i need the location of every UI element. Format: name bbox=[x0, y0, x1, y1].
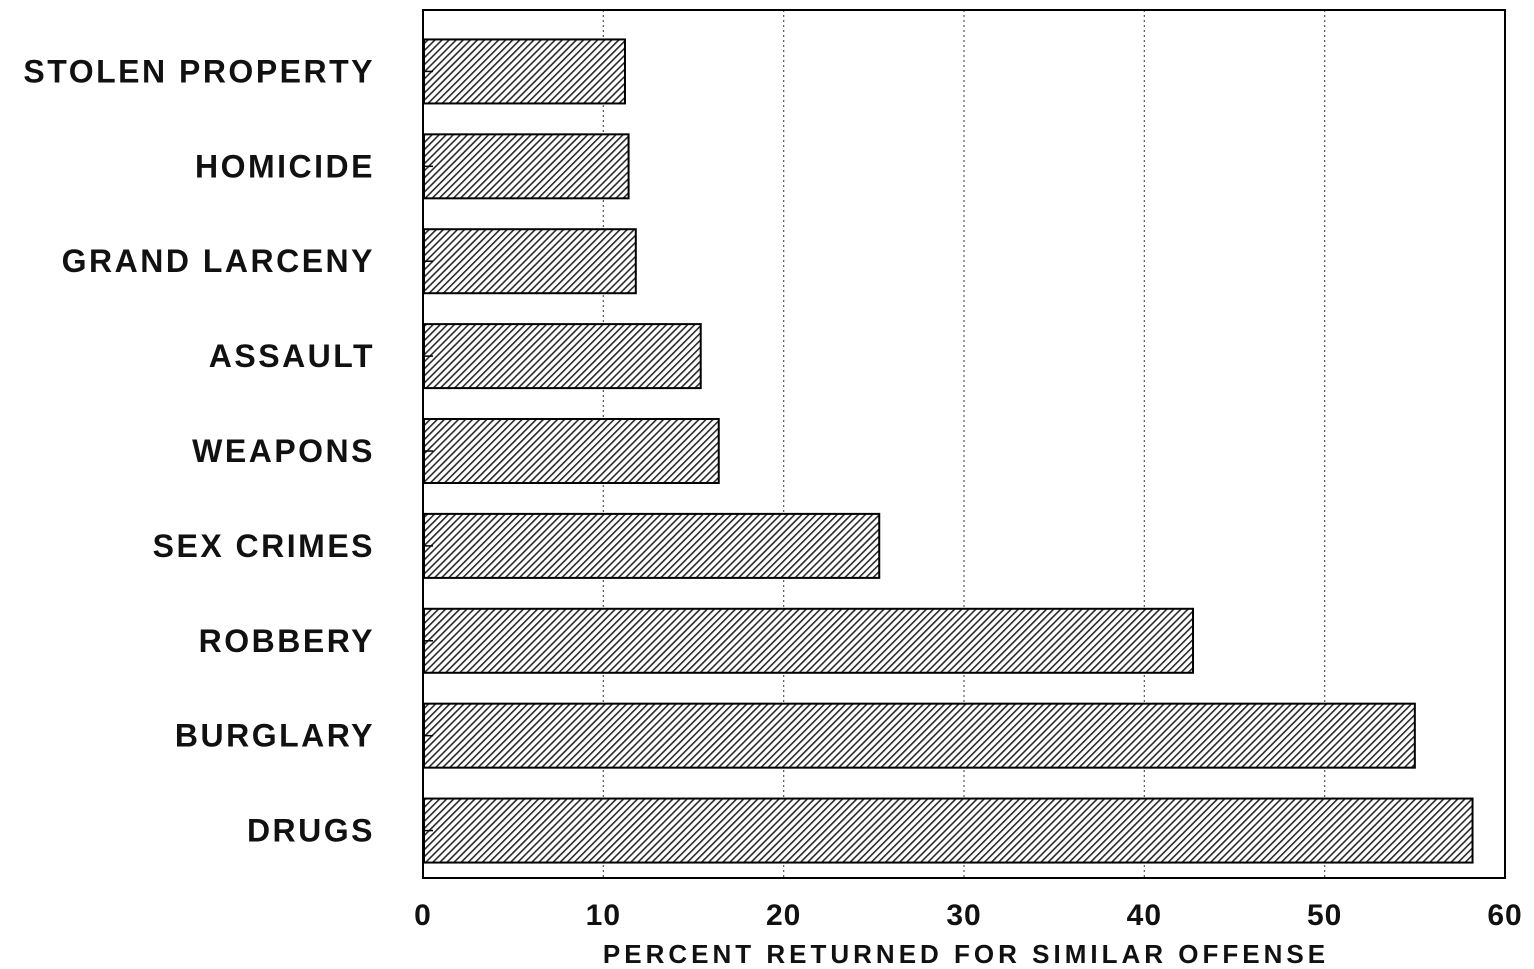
category-label-stolen-property: STOLEN PROPERTY bbox=[23, 53, 375, 89]
category-label-sex-crimes: SEX CRIMES bbox=[153, 528, 375, 564]
x-tick-label-0: 0 bbox=[414, 899, 432, 932]
bar-assault bbox=[423, 323, 702, 390]
plot-frame bbox=[422, 9, 1506, 879]
x-tick-label-10: 10 bbox=[586, 899, 621, 932]
category-labels: STOLEN PROPERTY HOMICIDE GRAND LARCENY ASSA… bbox=[23, 53, 375, 849]
x-tick-labels: 0 10 20 30 40 50 60 bbox=[414, 899, 1522, 932]
bar-drugs bbox=[423, 797, 1474, 864]
bar-weapons bbox=[423, 418, 720, 484]
x-tick-label-20: 20 bbox=[766, 899, 801, 932]
bar-robbery bbox=[423, 607, 1195, 674]
category-label-grand-larceny: GRAND LARCENY bbox=[62, 243, 375, 279]
axes-box bbox=[422, 9, 1506, 879]
bar-burglary bbox=[423, 702, 1416, 769]
category-label-assault: ASSAULT bbox=[209, 338, 375, 374]
category-label-burglary: BURGLARY bbox=[175, 718, 375, 754]
bar-homicide bbox=[423, 133, 630, 200]
x-tick-label-50: 50 bbox=[1307, 899, 1342, 932]
category-label-homicide: HOMICIDE bbox=[195, 148, 375, 184]
category-label-weapons: WEAPONS bbox=[192, 433, 375, 469]
bar-sex-crimes bbox=[423, 512, 881, 579]
x-axis-title: PERCENT RETURNED FOR SIMILAR OFFENSE bbox=[603, 939, 1329, 969]
x-tick-label-60: 60 bbox=[1487, 899, 1522, 932]
category-label-drugs: DRUGS bbox=[247, 813, 375, 849]
x-tick-label-40: 40 bbox=[1127, 899, 1162, 932]
x-tick-label-30: 30 bbox=[946, 899, 981, 932]
bars bbox=[423, 38, 1474, 864]
bar-grand-larceny bbox=[423, 228, 637, 295]
category-label-robbery: ROBBERY bbox=[199, 623, 375, 659]
bar-stolen-property bbox=[423, 38, 626, 105]
